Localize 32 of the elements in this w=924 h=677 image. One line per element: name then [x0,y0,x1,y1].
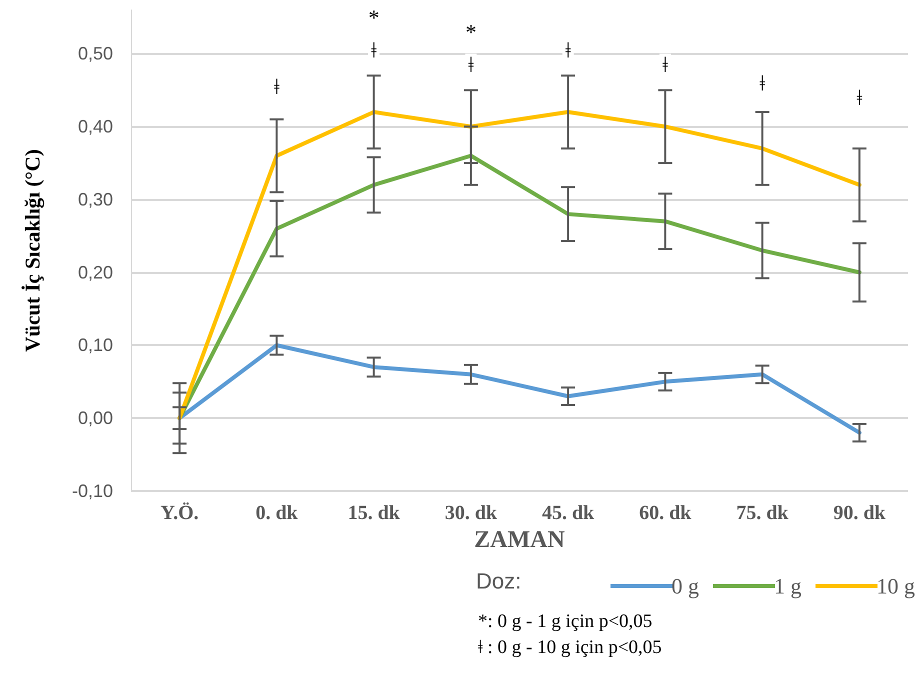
y-tick-label: -0,10 [72,481,113,501]
annotation: * [368,4,380,30]
x-tick-label: Y.Ö. [160,502,199,524]
y-axis-title: Vücut İç Sıcaklığı (°C) [20,149,44,352]
text: ǂ : 0 g - 10 g için p<0,05 [478,637,662,658]
annotation: ǂ [274,74,280,100]
y-tick-label: 0,50 [78,44,113,64]
y-tick-label: 0,30 [78,189,113,210]
annotation: ǂ [371,38,378,63]
y-tick-label: 0,10 [78,335,113,356]
x-tick-label: 75. dk [736,502,790,524]
y-tick-label: 0,20 [78,262,113,282]
x-tick-label: 45. dk [542,502,596,524]
legend-label: 10 g [876,574,915,598]
annotation: * [465,19,476,44]
x-tick-label: 15. dk [348,502,401,524]
text: *: 0 g - 1 g için p<0,05 [478,611,652,632]
x-axis-title: ZAMAN [474,526,566,553]
x-tick-label: 60. dk [639,502,692,524]
legend-label: 1 g [774,574,802,598]
legend-title: Doz: [476,568,522,594]
annotation: ǂ [856,84,863,110]
y-tick-label: 0,00 [78,408,113,428]
annotation: ǂ [760,70,766,96]
x-tick-label: 30. dk [444,502,498,524]
x-tick-label: 0. dk [256,502,299,524]
y-tick-label: 0,40 [78,116,113,137]
x-tick-label: 90. dk [833,502,886,524]
legend-label: 0 g [672,574,699,598]
annotation: ǂ [565,38,572,63]
annotation: ǂ [662,52,668,78]
annotation: ǂ [468,52,474,78]
